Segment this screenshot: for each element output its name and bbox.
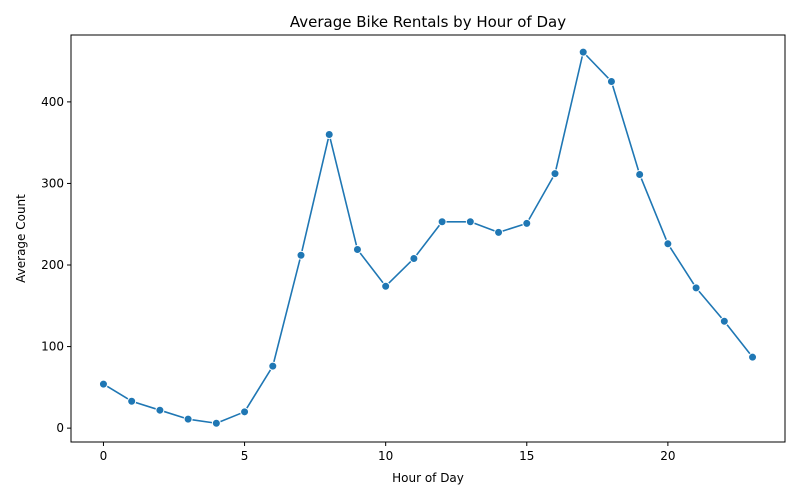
y-tick-label: 200: [41, 258, 64, 272]
data-point: [691, 283, 701, 293]
data-point: [748, 352, 758, 362]
plot-frame: [70, 34, 786, 443]
data-point: [183, 414, 193, 424]
x-tick-label: 15: [519, 449, 534, 463]
data-point: [127, 396, 137, 406]
y-axis: 0 100 200 300 400: [41, 95, 71, 435]
data-point: [522, 218, 532, 228]
data-point: [437, 217, 447, 227]
data-points: [98, 47, 758, 428]
data-point: [296, 250, 306, 260]
data-point: [352, 245, 362, 255]
y-tick-label: 100: [41, 340, 64, 354]
data-point: [98, 379, 108, 389]
y-tick-label: 0: [56, 421, 64, 435]
data-point: [381, 281, 391, 291]
data-point: [211, 418, 221, 428]
data-point: [719, 316, 729, 326]
data-point: [550, 169, 560, 179]
x-tick-label: 5: [241, 449, 249, 463]
x-axis: 0 5 10 15 20: [100, 442, 676, 463]
data-point: [635, 169, 645, 179]
data-point: [324, 130, 334, 140]
y-tick-label: 300: [41, 176, 64, 190]
data-point: [268, 361, 278, 371]
y-axis-label: Average Count: [14, 194, 28, 283]
data-point: [465, 217, 475, 227]
x-tick-label: 10: [378, 449, 393, 463]
data-point: [663, 239, 673, 249]
x-tick-label: 20: [660, 449, 675, 463]
series-line: [103, 51, 754, 425]
x-tick-label: 0: [100, 449, 108, 463]
data-point: [240, 407, 250, 417]
data-point: [409, 253, 419, 263]
data-point: [494, 227, 504, 237]
data-point: [606, 76, 616, 86]
data-point: [155, 405, 165, 415]
data-point: [578, 47, 588, 57]
x-axis-label: Hour of Day: [392, 471, 464, 485]
chart-title: Average Bike Rentals by Hour of Day: [290, 13, 566, 31]
y-tick-label: 400: [41, 95, 64, 109]
